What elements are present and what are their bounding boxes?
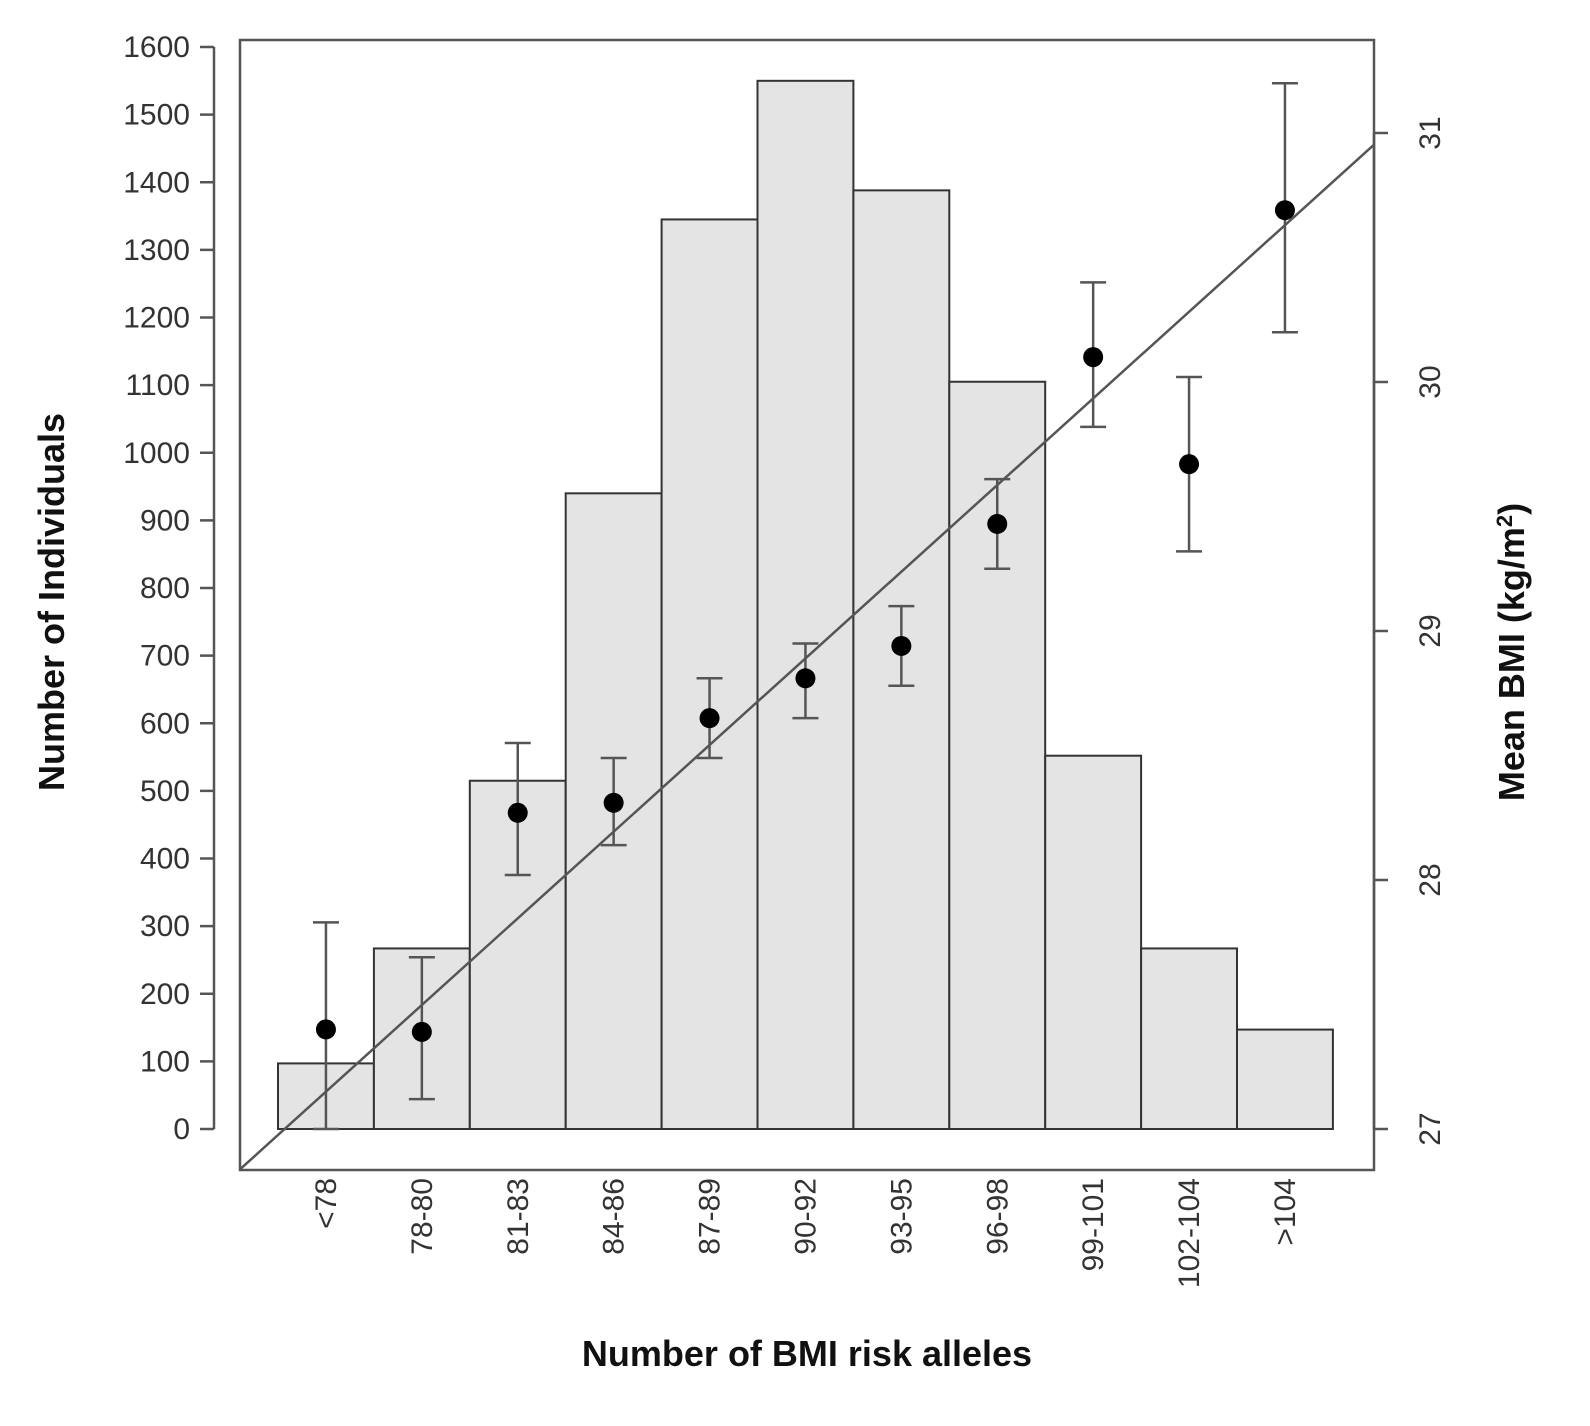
x-tick-label: 81-83	[502, 1178, 535, 1255]
bar	[852, 189, 951, 1131]
right-axis: 27 28 29 30 31	[1372, 116, 1447, 1146]
y-tick-label: 200	[140, 978, 190, 1011]
x-tick-label: 90-92	[789, 1178, 822, 1255]
mean-bmi-point	[987, 513, 1008, 534]
x-tick-label: 84-86	[598, 1178, 631, 1255]
y-tick-label: 1600	[123, 31, 190, 64]
trend-line	[239, 143, 1375, 1171]
y-tick-label: 1100	[125, 369, 190, 402]
y-tick-label: 900	[140, 504, 190, 537]
mean-bmi-point	[411, 1021, 432, 1042]
x-tick-label: 87-89	[694, 1178, 727, 1255]
x-tick-label: 78-80	[406, 1178, 439, 1255]
y-tick-label: 800	[140, 572, 190, 605]
y-tick-label: 1400	[123, 166, 190, 199]
y-tick-label: 1200	[123, 302, 190, 335]
bar	[756, 79, 855, 1130]
left-axis: 0 100 200 300 400 500 600 700 800 900 1000 1100 1200…	[123, 31, 216, 1146]
mean-bmi-point	[891, 635, 912, 656]
x-tick-label: <78	[310, 1178, 343, 1229]
y-tick-label: 100	[140, 1045, 190, 1078]
y2-axis-title-sup: 2	[1492, 515, 1517, 527]
mean-bmi-point	[603, 792, 624, 813]
mean-bmi-point	[699, 708, 720, 729]
x-tick-label: >104	[1269, 1178, 1302, 1246]
y2-tick-label: 31	[1414, 116, 1447, 149]
y-tick-label: 300	[140, 910, 190, 943]
bar	[1140, 947, 1238, 1130]
x-tick-label: 102-104	[1173, 1178, 1206, 1288]
x-tick-label: 99-101	[1077, 1178, 1110, 1271]
y-tick-label: 400	[140, 843, 190, 876]
trend-line-group	[239, 143, 1375, 1171]
y-tick-label: 500	[140, 775, 190, 808]
mean-bmi-points	[315, 200, 1295, 1042]
y-tick-label: 1000	[123, 437, 190, 470]
x-tick-label: 96-98	[981, 1178, 1014, 1255]
mean-bmi-point	[1083, 347, 1104, 368]
y2-axis-title-main: Mean BMI (kg/m	[1491, 527, 1532, 801]
bars	[277, 79, 1334, 1131]
y2-axis-title: Mean BMI (kg/m2)	[1491, 503, 1532, 801]
x-axis-title: Number of BMI risk alleles	[582, 1333, 1032, 1374]
y2-tick-label: 27	[1414, 1112, 1447, 1145]
y-tick-label: 600	[140, 707, 190, 740]
mean-bmi-point	[1179, 454, 1200, 475]
mean-bmi-point	[795, 668, 816, 689]
x-tick-label: 93-95	[885, 1178, 918, 1255]
bar	[1044, 754, 1143, 1131]
y-tick-label: 1300	[123, 234, 190, 267]
y-tick-label: 1500	[123, 99, 190, 132]
y-tick-label: 700	[140, 640, 190, 673]
bar	[1236, 1028, 1334, 1131]
y2-tick-label: 28	[1414, 863, 1447, 896]
y-tick-label: 0	[173, 1113, 190, 1146]
mean-bmi-point	[1274, 200, 1295, 221]
y-axis-title: Number of Individuals	[31, 413, 72, 791]
y2-tick-label: 29	[1414, 614, 1447, 647]
y2-tick-label: 30	[1414, 365, 1447, 398]
mean-bmi-point	[507, 802, 528, 823]
mean-bmi-point	[315, 1019, 336, 1040]
x-axis: <78 78-80 81-83 84-86 87-89 90-92 93-95 96-98 99…	[310, 1178, 1302, 1288]
bar	[660, 218, 759, 1131]
y2-axis-title-close: )	[1491, 503, 1532, 515]
